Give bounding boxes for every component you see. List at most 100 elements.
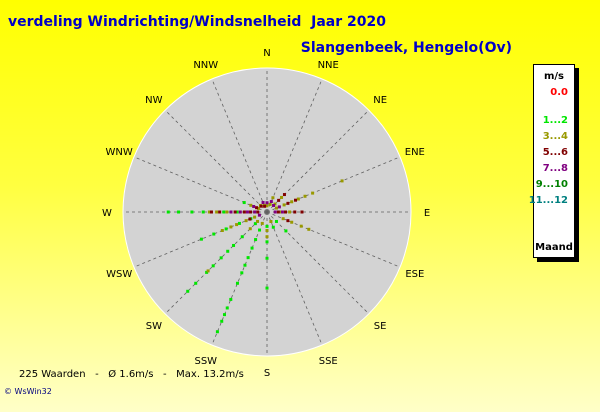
data-point [235,210,239,214]
data-point [268,202,272,206]
legend: m/s 0.0 1...2 3...4 5...6 7...8 9...10 1… [529,64,575,258]
data-point [215,330,219,334]
data-point [282,193,286,197]
data-point [242,201,246,205]
legend-item-calm: 0.0 [550,87,568,98]
data-point [254,238,258,242]
data-point [265,224,269,228]
data-point [284,210,288,214]
data-point [229,297,233,301]
spoke-nw [164,109,268,213]
data-point [269,200,273,204]
data-point [277,198,281,202]
data-point [273,210,277,214]
data-point [271,225,275,229]
direction-label-e: E [424,208,430,219]
direction-label-s: S [264,368,270,379]
data-point [212,232,216,236]
data-point [265,201,269,205]
data-point [201,210,205,214]
legend-item-3-4: 3...4 [542,131,568,142]
data-point [229,225,233,229]
data-point [276,210,280,214]
direction-label-nne: NNE [318,60,339,71]
data-point [246,256,250,260]
data-point [296,197,300,201]
data-point [211,264,215,268]
chart-title: verdeling Windrichting/Windsnelheid Jaar… [8,14,386,30]
data-point [265,256,269,260]
data-point [225,210,229,214]
data-point [282,203,286,207]
direction-label-w: W [102,208,112,219]
data-point [190,210,194,214]
spoke-sse [266,211,323,346]
direction-label-wsw: WSW [106,269,132,280]
data-point [256,206,260,210]
data-point [166,210,170,214]
data-point [220,319,224,323]
data-point [271,196,275,200]
data-point [261,200,265,204]
direction-label-ne: NE [373,95,387,106]
data-point [265,235,269,239]
data-point [248,217,252,221]
data-point [278,210,282,214]
direction-label-ese: ESE [405,269,424,280]
data-point [253,210,257,214]
data-point [248,227,252,231]
data-point [259,204,263,208]
data-point [293,210,297,214]
data-point [240,235,244,239]
data-point [232,243,236,247]
data-point [256,210,260,214]
data-point [186,289,190,293]
data-point [235,281,239,285]
data-point [265,204,269,208]
data-point [277,205,281,209]
data-point [243,263,247,267]
data-point [177,210,181,214]
direction-label-sse: SSE [319,356,338,367]
data-point [265,229,269,233]
data-point [253,222,257,226]
data-point [220,229,224,233]
data-point [281,217,285,221]
data-point [194,281,198,285]
data-point [275,206,279,210]
data-point [252,204,256,208]
data-point [280,210,284,214]
data-point [229,210,233,214]
direction-label-nw: NW [145,95,162,106]
data-point [284,229,288,233]
data-point [250,246,254,250]
spoke-ssw [211,211,268,346]
data-point [263,204,267,208]
data-point [235,223,239,227]
data-point [280,195,284,199]
data-point [245,210,249,214]
direction-label-wnw: WNW [106,147,133,158]
data-point [206,269,210,273]
data-point [290,220,294,224]
data-point [255,206,259,210]
data-point [256,219,260,223]
spoke-se [266,211,370,315]
data-point [290,200,294,204]
data-point [311,191,315,195]
direction-label-ssw: SSW [194,356,217,367]
direction-label-nnw: NNW [193,60,218,71]
data-point [265,240,269,244]
data-point [209,210,213,214]
data-point [253,215,257,219]
data-point [222,210,226,214]
summary-stats: 225 Waarden - Ø 1.6m/s - Max. 13.2m/s [19,369,244,380]
direction-label-se: SE [374,321,387,332]
data-point [225,306,229,310]
data-point [257,213,261,217]
direction-label-n: N [263,48,270,59]
data-point [288,210,292,214]
data-point [286,219,290,223]
legend-item-9-10: 9...10 [535,179,568,190]
